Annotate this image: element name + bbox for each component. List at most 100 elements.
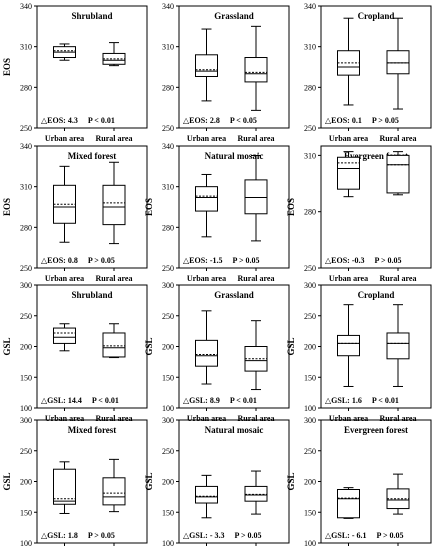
y-tick-label: 300 [304,416,316,425]
y-tick-label: 250 [20,447,32,456]
annotation: △GSL: 1.6 P < 0.01 [325,396,399,405]
box-urban [195,28,218,102]
x-category-label: Urban area [329,274,368,283]
box-urban [195,474,218,519]
annotation-delta: △EOS: 4.3 [41,116,78,125]
annotation-p-value: P < 0.05 [230,116,257,125]
annotation-delta: △GSL: 1.6 [325,396,362,405]
annotation-p-value: P > 0.05 [233,256,260,265]
y-tick-label: 310 [20,183,32,192]
y-tick-label: 250 [304,124,316,133]
panel-7: Shrubland 100 150 200 250 300 GSL Urban area Rur… [2,281,148,423]
panel-frame [320,5,432,129]
y-axis-label: EOS [144,198,154,216]
y-axis-label: GSL [286,472,296,490]
y-tick-label: 250 [162,124,174,133]
annotation-delta: △EOS: -1.5 [183,256,223,265]
annotation-delta: △GSL: 1.8 [41,531,78,540]
panel-frame [320,145,432,269]
annotation-p-value: P < 0.01 [88,116,115,125]
y-tick-label: 150 [20,508,32,517]
panel-title: Evergreen forest [344,151,408,161]
y-tick-label: 340 [20,2,32,11]
y-tick-label: 100 [304,539,316,548]
annotation: △EOS: 2.8 P < 0.05 [183,116,257,125]
panel-frame [178,419,290,544]
y-tick-label: 150 [304,373,316,382]
panel-9: Cropland 100 150 200 250 300 GSL Urban area Rura… [286,281,432,423]
y-tick-label: 280 [162,83,174,92]
x-category-label: Urban area [187,274,226,283]
annotation-delta: △GSL: 14.4 [41,396,82,405]
box-urban [53,43,76,61]
annotation-delta: △GSL: 8.9 [183,396,220,405]
y-tick-label: 310 [304,151,316,160]
box-rural [386,304,410,387]
box-rural [102,161,126,245]
y-tick-label: 280 [20,223,32,232]
annotation-delta: △EOS: -0.3 [325,256,365,265]
annotation: △GSL: 14.4 P < 0.01 [41,396,119,405]
y-tick-label: 150 [304,508,316,517]
y-axis-label: GSL [144,337,154,355]
annotation: △EOS: 0.1 P > 0.05 [325,116,399,125]
y-tick-label: 250 [162,264,174,273]
annotation-p-value: P > 0.05 [235,531,262,540]
annotation-delta: △EOS: 0.8 [41,256,78,265]
y-tick-label: 200 [20,478,32,487]
annotation-p-value: P < 0.01 [92,396,119,405]
x-category-label: Rural area [238,414,275,423]
iqr-box [195,54,218,77]
panel-4: Mixed forest 250 280 310 340 EOS Urban area Rur… [2,142,148,283]
x-category-label: Urban area [329,414,368,423]
box-rural [244,154,268,242]
y-tick-label: 200 [20,343,32,352]
x-category-label: Urban area [329,134,368,143]
y-axis-label: GSL [286,337,296,355]
x-category-label: Urban area [187,134,226,143]
panel-title: Mixed forest [68,425,117,435]
y-axis-label: EOS [2,58,12,76]
panel-8: Grassland 100 150 200 250 300 GSL Urban area Rur… [144,281,290,423]
y-tick-label: 250 [20,124,32,133]
panel-frame [320,419,432,544]
y-tick-label: 250 [162,447,174,456]
y-tick-label: 250 [162,312,174,321]
y-tick-label: 280 [304,208,316,217]
x-category-label: Urban area [45,414,84,423]
iqr-box [244,57,268,83]
y-tick-label: 150 [20,373,32,382]
annotation: △GSL: 1.8 P > 0.05 [41,531,115,540]
panel-6: Evergreen forest 250 280 310 EOS Urban area Ru… [286,145,432,283]
box-rural [244,470,268,515]
annotation-p-value: P < 0.01 [230,396,257,405]
y-tick-label: 250 [304,312,316,321]
y-tick-label: 300 [162,416,174,425]
panel-frame [178,145,290,269]
y-tick-label: 100 [20,404,32,413]
panel-frame [36,284,148,409]
annotation: △EOS: 4.3 P < 0.01 [41,116,115,125]
annotation: △EOS: -1.5 P > 0.05 [183,256,260,265]
y-tick-label: 310 [304,43,316,52]
panel-title: Shrubland [71,290,112,300]
x-category-label: Rural area [238,274,275,283]
annotation-delta: △GSL: - 3.3 [183,531,225,540]
y-tick-label: 300 [162,281,174,290]
x-category-label: Rural area [96,414,133,423]
annotation-p-value: P < 0.01 [372,396,399,405]
iqr-box [195,485,218,504]
y-tick-label: 150 [162,508,174,517]
panel-title: Evergreen forest [344,425,408,435]
y-tick-label: 310 [20,43,32,52]
y-tick-label: 100 [162,404,174,413]
box-rural [386,17,410,110]
panel-title: Grassland [214,11,254,21]
y-tick-label: 340 [304,2,316,11]
annotation: △EOS: 0.8 P > 0.05 [41,256,115,265]
iqr-box [195,339,218,367]
x-category-label: Rural area [238,134,275,143]
box-rural [244,320,268,391]
panel-title: Cropland [358,11,395,21]
